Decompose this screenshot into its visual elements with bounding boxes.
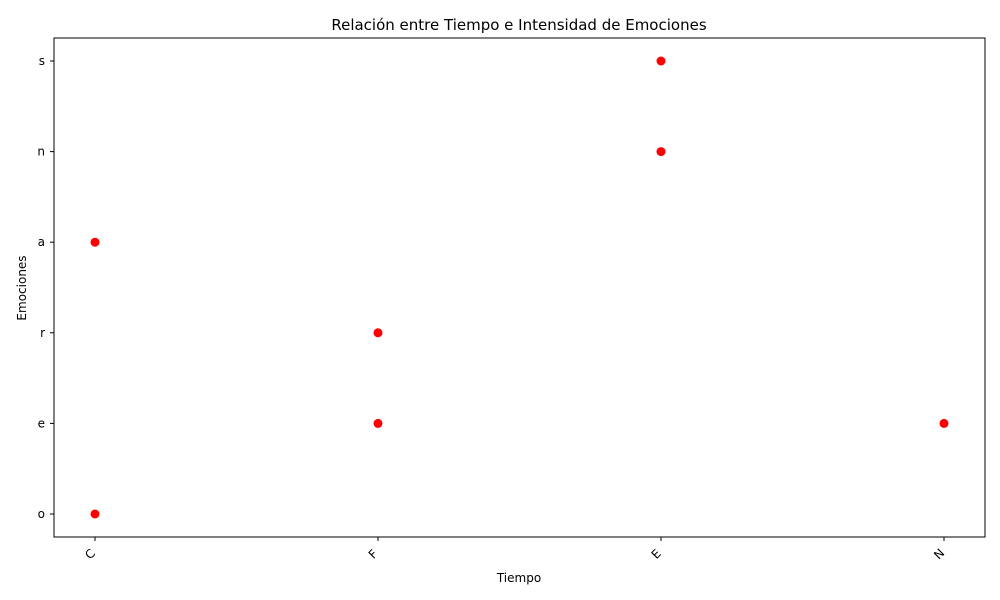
scatter-point	[656, 56, 666, 66]
scatter-point	[373, 418, 383, 428]
x-tick-label: F	[366, 547, 381, 562]
plot-frame	[53, 37, 986, 538]
y-tick-label: s	[39, 54, 45, 68]
y-tick-label: n	[37, 145, 45, 159]
y-tick-label: r	[40, 326, 45, 340]
chart-title: Relación entre Tiempo e Intensidad de Em…	[331, 16, 706, 34]
y-tick-label: e	[38, 416, 45, 430]
y-tick-label: o	[38, 507, 45, 521]
scatter-point	[656, 147, 666, 157]
y-tick-label: a	[38, 235, 45, 249]
scatter-point	[373, 328, 383, 338]
scatter-point	[90, 237, 100, 247]
x-tick-label: N	[931, 546, 947, 562]
data-points	[90, 56, 949, 519]
y-axis-label: Emociones	[15, 255, 29, 320]
x-tick-label: C	[82, 546, 98, 562]
x-tick-label: E	[649, 547, 664, 562]
y-axis-ticks: o e r a n s	[37, 54, 54, 521]
x-axis-label: Tiempo	[496, 571, 541, 585]
scatter-point	[939, 418, 949, 428]
scatter-point	[90, 509, 100, 519]
